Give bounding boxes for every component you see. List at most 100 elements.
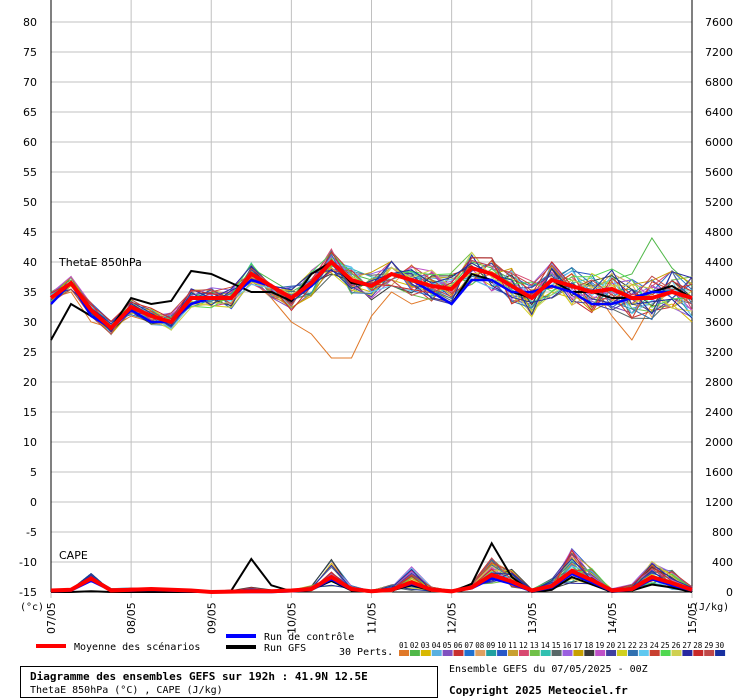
perturbation-swatch (562, 650, 573, 656)
y-right-tick-label: 6800 (705, 76, 733, 89)
legend-mean-label: Moyenne des scénarios (74, 641, 200, 653)
perturbation-number: 14 (541, 641, 551, 650)
perturbation-swatch (715, 650, 726, 656)
perturbation-swatch (431, 650, 442, 656)
perturbation-swatch (573, 650, 584, 656)
perturbation-swatch (420, 650, 431, 656)
y-right-tick-label: 800 (712, 526, 733, 539)
perturbation-number: 15 (552, 641, 561, 650)
x-tick-label: 07/05 (45, 602, 58, 634)
y-right-tick-label: 1600 (705, 466, 733, 479)
y-left-tick-label: 55 (23, 166, 37, 179)
y-left-tick-label: 5 (30, 466, 37, 479)
y-right-tick-label: 0 (726, 586, 733, 599)
thetae-member-line (50, 259, 693, 336)
chart-title: Diagramme des ensembles GEFS sur 192h : … (30, 670, 368, 683)
perturbation-number: 11 (508, 641, 517, 650)
perturbation-number: 25 (661, 641, 670, 650)
y-right-tick-label: 5200 (705, 196, 733, 209)
perturbation-swatch (409, 650, 420, 656)
perturbation-number: 27 (682, 641, 691, 650)
y-right-tick-label: 4400 (705, 256, 733, 269)
y-right-tick-label: 4800 (705, 226, 733, 239)
legend-perts-label: 30 Perts. (339, 647, 393, 658)
perturbation-number: 16 (563, 641, 573, 650)
perturbation-swatch (529, 650, 540, 656)
y-left-tick-label: 80 (23, 16, 37, 29)
perturbation-number: 13 (530, 641, 539, 650)
perturbation-swatch (638, 650, 649, 656)
y-right-tick-label: 2000 (705, 436, 733, 449)
perturbation-swatch (475, 650, 486, 656)
y-right-tick-label: 2400 (705, 406, 733, 419)
y-right-tick-label: 5600 (705, 166, 733, 179)
y-left-tick-label: 50 (23, 196, 37, 209)
thetae-member-line (50, 266, 693, 325)
perturbation-number: 08 (475, 641, 485, 650)
perturbation-swatch (551, 650, 562, 656)
chart-subtitle: ThetaE 850hPa (°C) , CAPE (J/kg) (30, 685, 223, 696)
right-axis-unit: (J/kg) (693, 602, 729, 613)
legend-gfs-label: Run GFS (264, 643, 306, 654)
perturbation-number: 03 (421, 641, 430, 650)
perturbation-legend: 01 02 03 04 05 06 07 08 09 10 11 12 13 14 15 16 17 18 19 20… (399, 641, 726, 656)
y-left-tick-label: -5 (26, 526, 37, 539)
y-left-tick-label: 70 (23, 76, 37, 89)
legend-control-label: Run de contrôle (264, 631, 354, 643)
y-right-tick-label: 3200 (705, 346, 733, 359)
cape-mean-line (50, 568, 693, 595)
perturbation-swatch (518, 650, 529, 656)
perturbation-swatch (606, 650, 617, 656)
perturbation-swatch (584, 650, 595, 656)
y-right-tick-label: 1200 (705, 496, 733, 509)
perturbation-number: 18 (584, 641, 594, 650)
perturbation-number: 19 (595, 641, 604, 650)
perturbation-swatch (704, 650, 715, 656)
y-left-tick-label: 45 (23, 226, 37, 239)
y-left-tick-label: 35 (23, 286, 37, 299)
perturbation-number: 09 (486, 641, 495, 650)
y-left-tick-label: 60 (23, 136, 37, 149)
perturbation-number: 21 (617, 641, 626, 650)
thetae-member-line (50, 262, 693, 336)
perturbation-swatch (442, 650, 453, 656)
thetae-member-line (50, 260, 693, 333)
left-axis-unit: (°c) (20, 602, 44, 613)
thetae-mean-line (49, 259, 693, 331)
perturbation-swatch (540, 650, 551, 656)
y-left-tick-label: -15 (19, 586, 37, 599)
perturbation-number: 29 (704, 641, 713, 650)
perturbation-number: 02 (410, 641, 419, 650)
x-tick-label: 12/05 (446, 602, 459, 634)
perturbation-swatch (682, 650, 693, 656)
y-left-tick-label: 65 (23, 106, 37, 119)
x-tick-label: 14/05 (606, 602, 619, 634)
perturbation-number: 17 (573, 641, 582, 650)
y-right-tick-label: 7200 (705, 46, 733, 59)
perturbation-swatch (453, 650, 464, 656)
perturbation-number: 01 (399, 641, 408, 650)
y-right-tick-label: 2800 (705, 376, 733, 389)
y-left-tick-label: 75 (23, 46, 37, 59)
x-tick-label: 08/05 (125, 602, 138, 634)
cape-panel-label: CAPE (59, 549, 88, 562)
perturbation-number: 30 (715, 641, 725, 650)
perturbation-number: 06 (454, 641, 464, 650)
perturbation-swatch (627, 650, 638, 656)
perturbation-swatch (595, 650, 606, 656)
perturbation-swatch (464, 650, 475, 656)
perturbation-number: 20 (606, 641, 616, 650)
legend: Moyenne des scénarios Run de contrôle Ru… (36, 631, 726, 658)
perturbation-number: 26 (672, 641, 682, 650)
y-right-tick-label: 400 (712, 556, 733, 569)
perturbation-number: 24 (650, 641, 660, 650)
y-left-tick-label: 0 (30, 496, 37, 509)
perturbation-number: 23 (639, 641, 648, 650)
x-tick-label: 15/05 (686, 602, 699, 634)
perturbation-swatch (660, 650, 671, 656)
perturbation-number: 07 (464, 641, 473, 650)
y-left-tick-label: 20 (23, 376, 37, 389)
perturbation-number: 28 (693, 641, 703, 650)
perturbation-number: 12 (519, 641, 528, 650)
